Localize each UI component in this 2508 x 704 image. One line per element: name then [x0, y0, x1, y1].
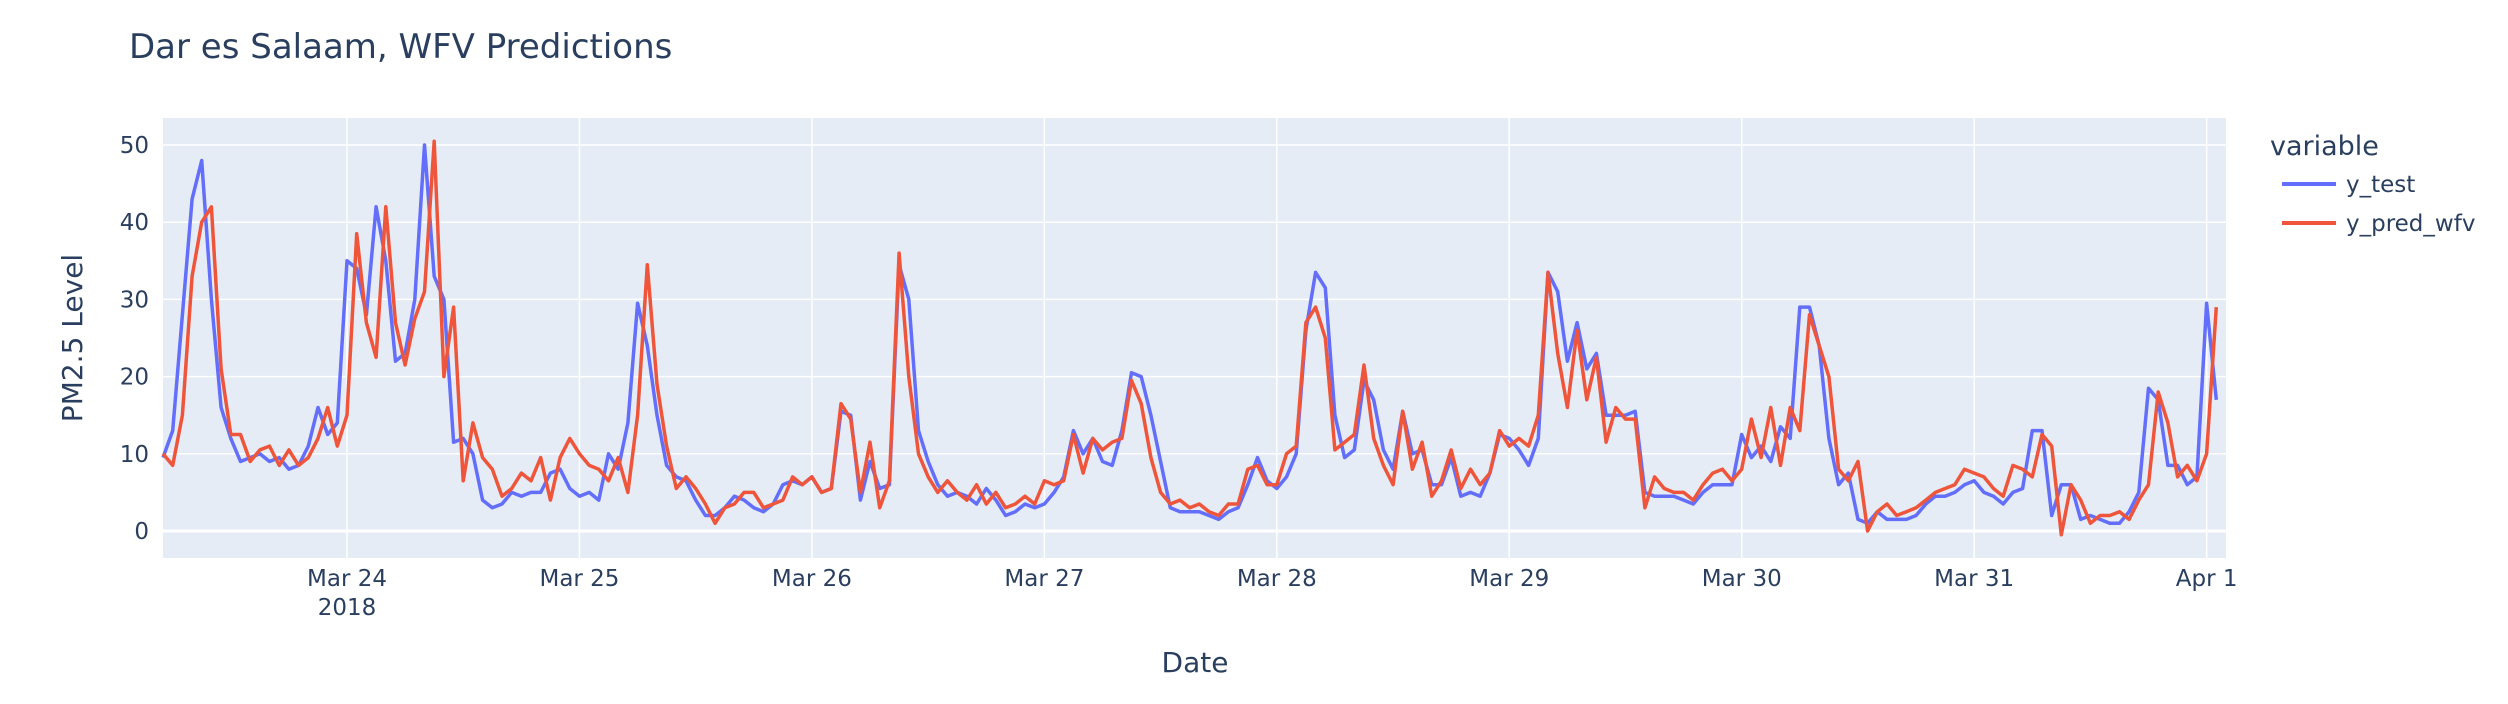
- x-tick-label: Mar 27: [1004, 566, 1084, 592]
- plot-area: [163, 118, 2226, 558]
- legend-item-y-pred-wfv[interactable]: y_pred_wfv: [2282, 211, 2475, 237]
- y-tick-label: 30: [120, 287, 149, 313]
- y-tick-label: 10: [120, 442, 149, 468]
- x-tick-labels: Mar 24 2018 Mar 25 Mar 26 Mar 27 Mar 28 Mar 29…: [307, 566, 2237, 621]
- legend: variable y_test y_pred_wfv: [2270, 131, 2475, 237]
- series-line-y-pred-wfv: [161, 139, 2219, 537]
- x-tick-label: Mar 26: [772, 566, 852, 592]
- chart-title: Dar es Salaam, WFV Predictions: [129, 27, 672, 67]
- y-tick-label: 50: [120, 133, 149, 159]
- x-tick-label: Apr 1: [2176, 566, 2238, 592]
- legend-label-y-pred-wfv: y_pred_wfv: [2346, 211, 2475, 237]
- x-tick-label: Mar 29: [1469, 566, 1549, 592]
- series-layer: [161, 139, 2219, 537]
- y-axis-title: PM2.5 Level: [56, 254, 89, 422]
- x-tick-label: Mar 31: [1934, 566, 2014, 592]
- legend-title: variable: [2270, 131, 2379, 162]
- x-tick-label: Mar 30: [1702, 566, 1782, 592]
- y-tick-labels: 0 10 20 30 40 50: [120, 133, 149, 545]
- legend-label-y-test: y_test: [2346, 172, 2415, 198]
- x-tick-year-label: 2018: [318, 595, 377, 621]
- x-axis-title: Date: [1162, 646, 1229, 679]
- x-tick-label: Mar 24: [307, 566, 387, 592]
- y-tick-label: 20: [120, 365, 149, 391]
- x-tick-label: Mar 28: [1237, 566, 1317, 592]
- legend-item-y-test[interactable]: y_test: [2282, 172, 2415, 198]
- y-tick-label: 0: [134, 519, 149, 545]
- y-gridlines: [163, 144, 2226, 533]
- x-tick-label: Mar 25: [539, 566, 619, 592]
- y-tick-label: 40: [120, 210, 149, 236]
